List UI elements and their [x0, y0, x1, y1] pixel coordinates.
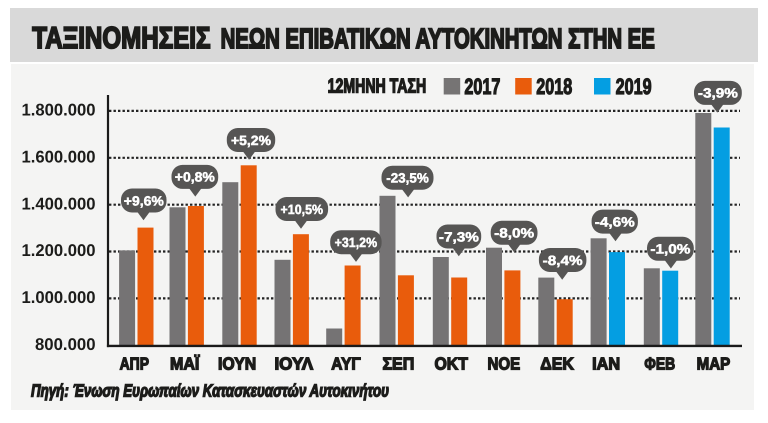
svg-text:ΣΕΠ: ΣΕΠ — [382, 353, 414, 373]
svg-text:-8,0%: -8,0% — [494, 226, 534, 241]
svg-text:ΜΑΡ: ΜΑΡ — [697, 353, 731, 373]
svg-text:1.800.000: 1.800.000 — [22, 101, 96, 120]
svg-text:ΝΕΩΝ ΕΠΙΒΑΤΙΚΩΝ ΑΥΤΟΚΙΝΗΤΩΝ ΣΤ: ΝΕΩΝ ΕΠΙΒΑΤΙΚΩΝ ΑΥΤΟΚΙΝΗΤΩΝ ΣΤΗΝ ΕΕ — [221, 23, 655, 54]
svg-text:-4,6%: -4,6% — [595, 214, 635, 229]
svg-text:-1,0%: -1,0% — [650, 242, 690, 257]
svg-text:2018: 2018 — [536, 74, 572, 99]
svg-text:ΙΟΥΝ: ΙΟΥΝ — [218, 353, 256, 373]
svg-text:ΜΑΪ: ΜΑΪ — [170, 353, 201, 373]
svg-text:-23,5%: -23,5% — [386, 171, 429, 186]
svg-text:1.400.000: 1.400.000 — [22, 194, 96, 213]
svg-text:-3,9%: -3,9% — [698, 86, 738, 101]
svg-text:ΝΟΕ: ΝΟΕ — [488, 353, 521, 373]
svg-text:ΙΟΥΛ: ΙΟΥΛ — [274, 353, 313, 373]
svg-text:+10,5%: +10,5% — [281, 202, 324, 217]
svg-text:2019: 2019 — [616, 74, 652, 99]
svg-text:-7,3%: -7,3% — [439, 229, 479, 244]
svg-text:ΔΕΚ: ΔΕΚ — [540, 353, 574, 373]
svg-text:ΙΑΝ: ΙΑΝ — [592, 353, 620, 373]
svg-text:+9,6%: +9,6% — [124, 193, 164, 208]
svg-text:ΑΠΡ: ΑΠΡ — [120, 353, 149, 373]
svg-text:800.000: 800.000 — [35, 335, 96, 354]
svg-text:Πηγή: Ένωση Ευρωπαίων Κατασκευ: Πηγή: Ένωση Ευρωπαίων Κατασκευαστών Αυτο… — [31, 381, 389, 401]
svg-text:1.600.000: 1.600.000 — [22, 147, 96, 166]
svg-text:2017: 2017 — [464, 74, 500, 99]
svg-text:1.200.000: 1.200.000 — [22, 241, 96, 260]
svg-text:-8,4%: -8,4% — [543, 253, 583, 268]
svg-text:ΤΑΞΙΝΟΜΗΣΕΙΣ: ΤΑΞΙΝΟΜΗΣΕΙΣ — [32, 22, 210, 55]
svg-text:12ΜΗΝΗ ΤΑΣΗ: 12ΜΗΝΗ ΤΑΣΗ — [328, 76, 427, 98]
svg-text:ΦΕΒ: ΦΕΒ — [644, 353, 675, 373]
svg-text:+5,2%: +5,2% — [231, 133, 271, 148]
svg-text:1.000.000: 1.000.000 — [22, 288, 96, 307]
svg-text:ΑΥΓ: ΑΥΓ — [331, 353, 361, 373]
svg-text:ΟΚΤ: ΟΚΤ — [434, 353, 468, 373]
svg-text:+31,2%: +31,2% — [335, 235, 378, 250]
svg-text:+0,8%: +0,8% — [175, 170, 215, 185]
